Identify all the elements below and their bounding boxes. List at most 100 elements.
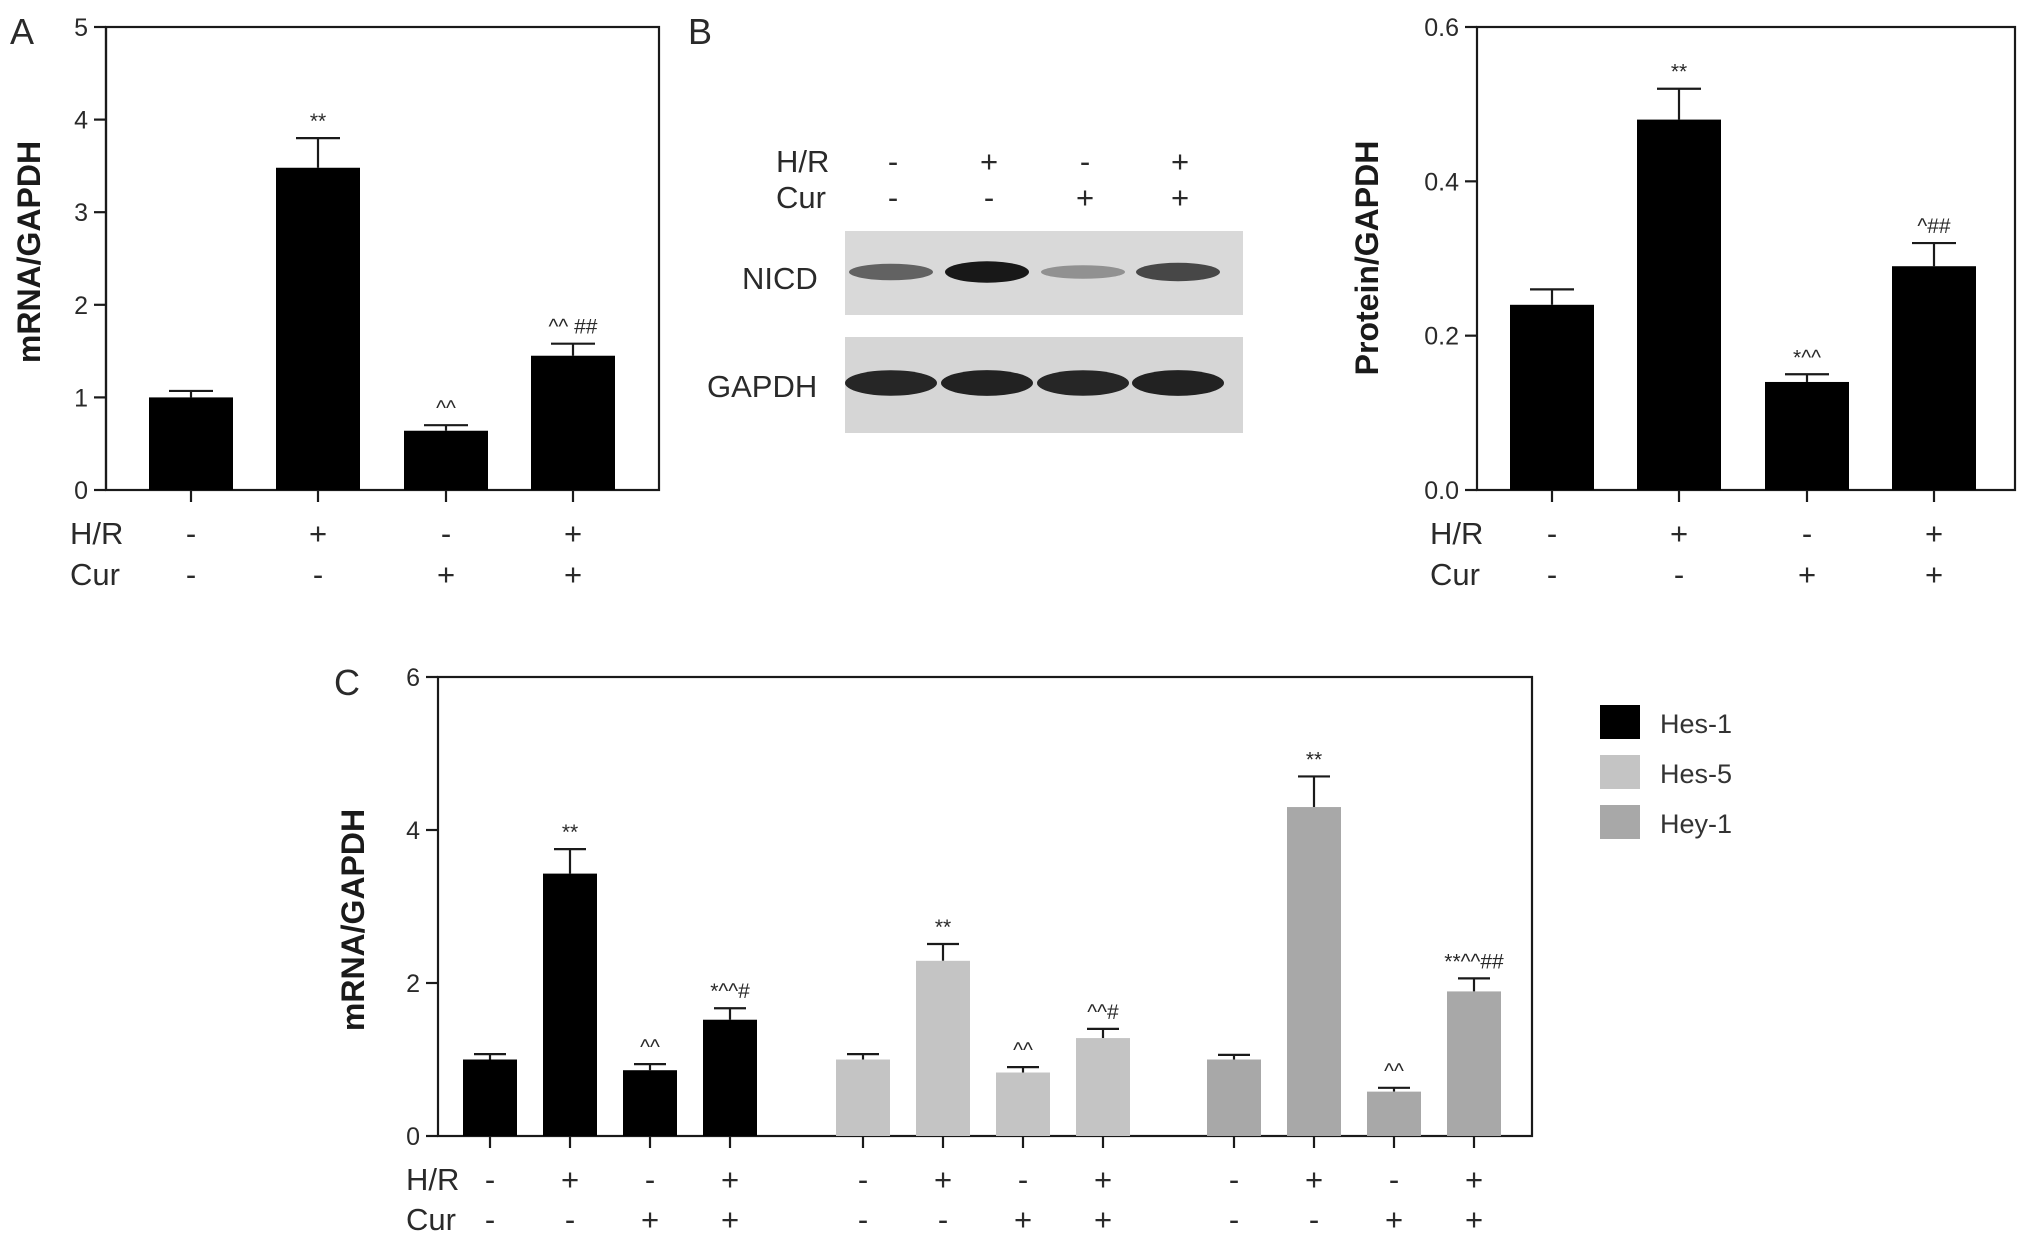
western-blot-panel: B H/R Cur --+--+++ NICD GAPDH <box>688 11 1243 433</box>
bar <box>996 1072 1050 1136</box>
nicd-band <box>945 261 1029 283</box>
legend-swatch <box>1600 805 1640 839</box>
significance-label: ^^ ## <box>549 316 598 339</box>
nicd-band <box>1136 262 1220 282</box>
nicd-band <box>1041 265 1125 279</box>
panel-b-y-axis-title: Protein/GAPDH <box>1349 141 1385 376</box>
significance-label: *^^ <box>1793 346 1821 369</box>
significance-label: ** <box>310 110 326 133</box>
significance-label: ** <box>1306 748 1322 771</box>
hr-sign: + <box>564 516 582 551</box>
y-tick-label: 0 <box>406 1123 420 1151</box>
legend-swatch <box>1600 705 1640 739</box>
cur-sign: + <box>1465 1202 1483 1237</box>
y-tick-label: 0.4 <box>1424 168 1459 196</box>
blot-cur-sign: + <box>1076 180 1094 215</box>
panel-c-bars: ** ^^ *^^# ** ^^ ^^# ** ^^ **^^## <box>463 748 1504 1148</box>
bar <box>463 1059 517 1136</box>
bar <box>276 167 360 490</box>
significance-label: *^^# <box>710 980 750 1003</box>
hr-sign: + <box>561 1162 579 1197</box>
hr-sign: - <box>1018 1162 1028 1197</box>
bar <box>836 1059 890 1136</box>
blot-cur-label: Cur <box>776 180 826 215</box>
bar <box>149 397 233 490</box>
blot-nicd-label: NICD <box>742 261 818 296</box>
bar <box>1892 266 1976 490</box>
blot-hr-sign: + <box>1171 144 1189 179</box>
y-tick-label: 0.6 <box>1424 14 1459 42</box>
panel-b-plot-frame <box>1475 25 2017 492</box>
cur-sign: + <box>721 1202 739 1237</box>
cur-sign: - <box>186 557 196 592</box>
significance-label: ** <box>1671 61 1687 84</box>
cur-sign: + <box>1014 1202 1032 1237</box>
panel-c-y-ticks: 0 2 4 6 <box>406 664 438 1151</box>
panel-a-hr-label: H/R <box>70 516 123 551</box>
panel-a-cur-label: Cur <box>70 557 120 592</box>
bar <box>623 1070 677 1136</box>
bar <box>1765 381 1849 490</box>
cur-sign: - <box>858 1202 868 1237</box>
cur-sign: + <box>641 1202 659 1237</box>
hr-sign: + <box>1670 516 1688 551</box>
cur-sign: + <box>1798 557 1816 592</box>
panel-a-plot-frame <box>104 25 661 492</box>
blot-cur-sign: + <box>1171 180 1189 215</box>
legend-swatch <box>1600 755 1640 789</box>
panel-b-cur-label: Cur <box>1430 557 1480 592</box>
cur-sign: - <box>1674 557 1684 592</box>
hr-sign: + <box>721 1162 739 1197</box>
y-tick-label: 3 <box>74 199 88 227</box>
y-tick-label: 0 <box>74 477 88 505</box>
cur-sign: - <box>313 557 323 592</box>
bar <box>916 960 970 1136</box>
panel-a-bars: ** ^^ ^^ ## <box>149 110 615 502</box>
legend-label: Hes-5 <box>1660 759 1732 789</box>
panel-c-condition-rows: H/R Cur - - + - - + + + - - + - - + + + - - + - - + + + <box>406 1162 1483 1237</box>
bar <box>1637 119 1721 490</box>
panel-a-condition-rows: H/R Cur - - + - - + + + <box>70 516 582 592</box>
y-tick-label: 5 <box>74 14 88 42</box>
gapdh-band <box>845 370 937 396</box>
blot-hr-sign: - <box>888 144 898 179</box>
hr-sign: - <box>1802 516 1812 551</box>
y-tick-label: 6 <box>406 664 420 692</box>
bar <box>703 1019 757 1136</box>
legend-label: Hey-1 <box>1660 809 1732 839</box>
cur-sign: + <box>1385 1202 1403 1237</box>
cur-sign: - <box>1309 1202 1319 1237</box>
significance-label: ^^# <box>1087 1001 1119 1024</box>
blot-gapdh-label: GAPDH <box>707 369 817 404</box>
hr-sign: + <box>1305 1162 1323 1197</box>
hr-sign: - <box>441 516 451 551</box>
bar <box>1287 807 1341 1136</box>
panel-a-label: A <box>10 11 34 52</box>
y-tick-label: 4 <box>74 107 88 135</box>
blot-hr-sign: + <box>980 144 998 179</box>
cur-sign: - <box>565 1202 575 1237</box>
significance-label: ^^ <box>436 397 456 420</box>
cur-sign: - <box>485 1202 495 1237</box>
significance-label: ^^ <box>1013 1039 1033 1062</box>
significance-label: ** <box>935 916 951 939</box>
hr-sign: + <box>934 1162 952 1197</box>
hr-sign: + <box>1925 516 1943 551</box>
panel-a-y-ticks: 0 1 2 3 4 5 <box>74 14 106 505</box>
blot-bands <box>845 261 1224 396</box>
gapdh-band <box>1037 370 1129 396</box>
hr-sign: - <box>1229 1162 1239 1197</box>
legend-label: Hes-1 <box>1660 709 1732 739</box>
blot-cur-sign: - <box>888 180 898 215</box>
blot-cur-sign: - <box>984 180 994 215</box>
cur-sign: + <box>1925 557 1943 592</box>
panel-b-condition-rows: H/R Cur - - + - - + + + <box>1430 516 1943 592</box>
panel-c-y-axis-title: mRNA/GAPDH <box>335 809 371 1031</box>
y-tick-label: 0.0 <box>1424 477 1459 505</box>
gapdh-band <box>1132 370 1224 396</box>
cur-sign: + <box>564 557 582 592</box>
panel-b-hr-label: H/R <box>1430 516 1483 551</box>
y-tick-label: 2 <box>74 292 88 320</box>
cur-sign: - <box>1547 557 1557 592</box>
